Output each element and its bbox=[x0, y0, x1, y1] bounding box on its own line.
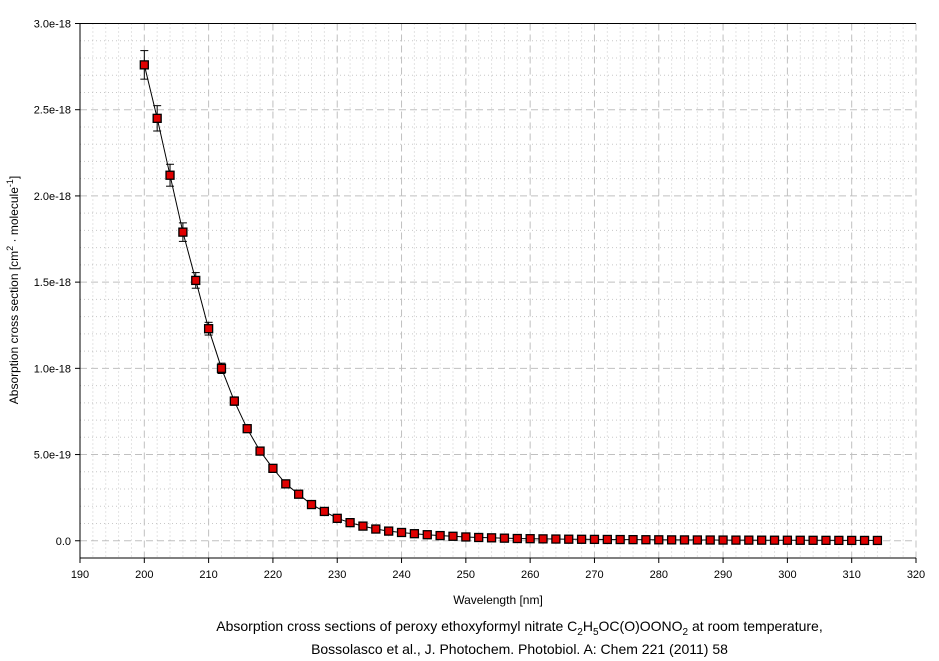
x-axis-label: Wavelength [nm] bbox=[453, 593, 543, 607]
data-point bbox=[692, 535, 703, 545]
data-point bbox=[602, 534, 612, 545]
data-point bbox=[306, 499, 317, 510]
data-point bbox=[293, 489, 304, 499]
data-point bbox=[564, 534, 574, 544]
data-point bbox=[821, 535, 831, 545]
data-point bbox=[705, 535, 715, 545]
grid bbox=[80, 23, 917, 559]
data-point bbox=[551, 534, 561, 544]
data-point bbox=[486, 533, 497, 543]
x-tick-label: 190 bbox=[71, 569, 89, 581]
data-point bbox=[654, 535, 664, 545]
x-tick-label: 260 bbox=[521, 569, 539, 581]
data-point bbox=[448, 531, 458, 541]
x-tick-label: 320 bbox=[907, 569, 925, 581]
data-point bbox=[165, 170, 175, 180]
series-line bbox=[143, 64, 878, 541]
data-point bbox=[731, 535, 741, 545]
data-point bbox=[268, 463, 278, 473]
y-tick-label: 5.0e-19 bbox=[34, 450, 71, 462]
x-tick-label: 220 bbox=[264, 569, 282, 581]
data-point bbox=[319, 506, 330, 517]
data-point bbox=[859, 535, 870, 546]
x-tick-label: 310 bbox=[843, 569, 861, 581]
data-point bbox=[422, 530, 432, 540]
data-point bbox=[847, 535, 857, 546]
data-point bbox=[332, 513, 342, 523]
x-tick-label: 280 bbox=[650, 569, 668, 581]
data-point bbox=[358, 521, 368, 531]
data-point bbox=[782, 535, 793, 545]
data-point bbox=[139, 60, 149, 70]
data-point bbox=[242, 424, 252, 434]
x-tick-label: 290 bbox=[714, 569, 732, 581]
data-point bbox=[178, 227, 188, 237]
x-tick-label: 210 bbox=[199, 569, 217, 581]
x-tick-label: 270 bbox=[585, 569, 603, 581]
data-point bbox=[538, 534, 548, 544]
data-point bbox=[718, 535, 728, 545]
data-point bbox=[396, 527, 407, 538]
y-tick-label: 2.0e-18 bbox=[34, 191, 71, 203]
data-point bbox=[371, 524, 381, 534]
y-axis-label: Absorption cross section [cm2 · molecule… bbox=[5, 176, 21, 404]
y-tick-label: 0.0 bbox=[56, 536, 71, 548]
x-tick-label: 300 bbox=[778, 569, 796, 581]
data-point bbox=[229, 396, 239, 406]
data-point bbox=[384, 526, 394, 536]
data-point bbox=[203, 324, 214, 334]
data-point bbox=[345, 518, 355, 528]
x-tick-label: 250 bbox=[457, 569, 475, 581]
data-point bbox=[615, 534, 625, 545]
data-point bbox=[152, 113, 162, 123]
data-point bbox=[435, 530, 445, 541]
data-point bbox=[474, 532, 484, 543]
data-point bbox=[744, 535, 754, 545]
data-point bbox=[512, 533, 522, 544]
data-point bbox=[795, 535, 805, 545]
data-point bbox=[589, 534, 600, 545]
axes: 190 200 210 220 230 240 250 260 270 280 290 300 310 3… bbox=[34, 19, 925, 582]
x-tick-label: 230 bbox=[328, 569, 346, 581]
x-tick-label: 200 bbox=[135, 569, 153, 581]
series bbox=[139, 50, 883, 546]
data-point bbox=[641, 535, 651, 545]
data-point bbox=[525, 534, 535, 544]
data-point bbox=[499, 533, 510, 543]
y-tick-label: 3.0e-18 bbox=[34, 19, 71, 31]
caption-line-1: Absorption cross sections of peroxy etho… bbox=[216, 618, 823, 638]
data-point bbox=[191, 275, 201, 286]
data-point bbox=[461, 532, 471, 542]
data-point bbox=[666, 535, 677, 545]
data-point bbox=[576, 534, 587, 544]
y-tick-label: 2.5e-18 bbox=[34, 105, 71, 117]
data-point bbox=[872, 535, 883, 546]
data-point bbox=[255, 446, 265, 456]
data-point bbox=[808, 535, 818, 545]
data-point bbox=[769, 535, 780, 545]
caption-line-2: Bossolasco et al., J. Photochem. Photobi… bbox=[311, 641, 728, 657]
data-point bbox=[757, 535, 767, 545]
data-point bbox=[628, 534, 638, 545]
data-point bbox=[834, 535, 844, 546]
x-tick-label: 240 bbox=[392, 569, 410, 581]
data-point bbox=[679, 535, 690, 545]
data-point bbox=[216, 363, 227, 373]
data-point bbox=[409, 529, 420, 539]
data-point bbox=[281, 479, 291, 489]
y-tick-label: 1.5e-18 bbox=[34, 277, 71, 289]
y-tick-label: 1.0e-18 bbox=[34, 363, 71, 375]
